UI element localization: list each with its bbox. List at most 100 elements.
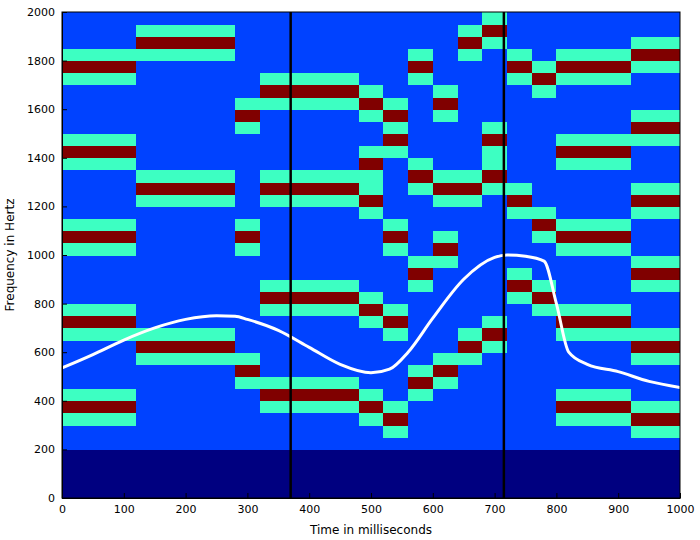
heatmap-cell <box>87 61 112 74</box>
heatmap-cell <box>186 401 211 414</box>
x-tick: 800 <box>546 493 567 516</box>
x-tick-mark <box>495 493 496 498</box>
heatmap-cell <box>309 194 334 207</box>
heatmap-cell <box>433 134 458 147</box>
y-tick-label: 400 <box>34 395 55 408</box>
heatmap-cell <box>161 352 186 365</box>
heatmap-cell <box>87 437 112 450</box>
heatmap-cell <box>136 182 161 195</box>
heatmap-cell <box>62 340 87 353</box>
heatmap-cell <box>260 437 285 450</box>
heatmap-cell <box>235 437 260 450</box>
heatmap-cell <box>334 24 359 37</box>
heatmap-cell <box>631 364 656 377</box>
heatmap-cell <box>161 158 186 171</box>
heatmap-cell <box>284 291 309 304</box>
y-tick: 200 <box>34 443 67 456</box>
heatmap-cell <box>581 61 606 74</box>
heatmap-cell <box>111 279 136 292</box>
heatmap-cell <box>309 486 334 498</box>
heatmap-cell <box>87 158 112 171</box>
heatmap-cell <box>433 377 458 390</box>
heatmap-cell <box>111 486 136 498</box>
heatmap-cell <box>260 121 285 134</box>
heatmap-cell <box>309 48 334 61</box>
heatmap-cell <box>161 304 186 317</box>
x-tick: 700 <box>485 493 506 516</box>
heatmap-cell <box>87 97 112 110</box>
heatmap-cell <box>383 231 408 244</box>
heatmap-cell <box>260 231 285 244</box>
heatmap-cell <box>136 255 161 268</box>
heatmap-cell <box>62 449 87 462</box>
x-tick-mark <box>247 493 248 498</box>
heatmap-cell <box>161 425 186 438</box>
heatmap-cell <box>507 413 532 426</box>
heatmap-cell <box>87 291 112 304</box>
heatmap-cell <box>383 437 408 450</box>
heatmap-cell <box>507 389 532 402</box>
heatmap-cell <box>408 109 433 122</box>
x-tick: 1000 <box>667 493 695 516</box>
x-tick: 200 <box>176 493 197 516</box>
heatmap-cell <box>309 389 334 402</box>
heatmap-cell <box>433 73 458 86</box>
heatmap-cell <box>161 279 186 292</box>
heatmap-cell <box>334 449 359 462</box>
heatmap-cell <box>309 158 334 171</box>
y-tick: 1200 <box>27 200 67 213</box>
x-tick: 600 <box>423 493 444 516</box>
heatmap-cell <box>161 377 186 390</box>
heatmap-cell <box>507 12 532 25</box>
heatmap-cell <box>581 182 606 195</box>
heatmap-cell <box>556 182 581 195</box>
heatmap-cell <box>359 340 384 353</box>
heatmap-cell <box>210 134 235 147</box>
heatmap-cell <box>111 413 136 426</box>
heatmap-cell <box>87 48 112 61</box>
heatmap-cell <box>136 462 161 475</box>
heatmap-cell <box>161 291 186 304</box>
heatmap-cell <box>87 146 112 159</box>
heatmap-cell <box>458 352 483 365</box>
heatmap-cell <box>136 206 161 219</box>
heatmap-cell <box>556 85 581 98</box>
heatmap-cell <box>161 73 186 86</box>
heatmap-cell <box>62 462 87 475</box>
y-tick-mark <box>62 206 67 207</box>
heatmap-cell <box>235 109 260 122</box>
heatmap-cell <box>408 24 433 37</box>
heatmap-cell <box>235 304 260 317</box>
y-tick: 600 <box>34 346 67 359</box>
heatmap-cell <box>284 182 309 195</box>
heatmap-cell <box>655 291 680 304</box>
heatmap-cell <box>136 146 161 159</box>
heatmap-cell <box>606 121 631 134</box>
heatmap-cell <box>507 134 532 147</box>
heatmap-cell <box>161 389 186 402</box>
heatmap-cell <box>383 61 408 74</box>
heatmap-cell <box>532 364 557 377</box>
heatmap-cell <box>507 85 532 98</box>
heatmap-cell <box>359 304 384 317</box>
heatmap-cell <box>284 206 309 219</box>
heatmap-cell <box>260 48 285 61</box>
heatmap-cell <box>260 24 285 37</box>
heatmap-cell <box>260 462 285 475</box>
heatmap-cell <box>532 109 557 122</box>
heatmap-cell <box>111 182 136 195</box>
heatmap-cell <box>161 231 186 244</box>
heatmap-cell <box>111 61 136 74</box>
heatmap-cell <box>334 401 359 414</box>
heatmap-cell <box>136 170 161 183</box>
heatmap-cell <box>136 24 161 37</box>
heatmap-cell <box>309 170 334 183</box>
heatmap-cell <box>408 267 433 280</box>
heatmap-cell <box>87 304 112 317</box>
heatmap-cell <box>433 328 458 341</box>
heatmap-cell <box>458 291 483 304</box>
heatmap-cell <box>507 194 532 207</box>
heatmap-cell <box>111 231 136 244</box>
heatmap-cell <box>136 474 161 487</box>
heatmap-cell <box>408 474 433 487</box>
